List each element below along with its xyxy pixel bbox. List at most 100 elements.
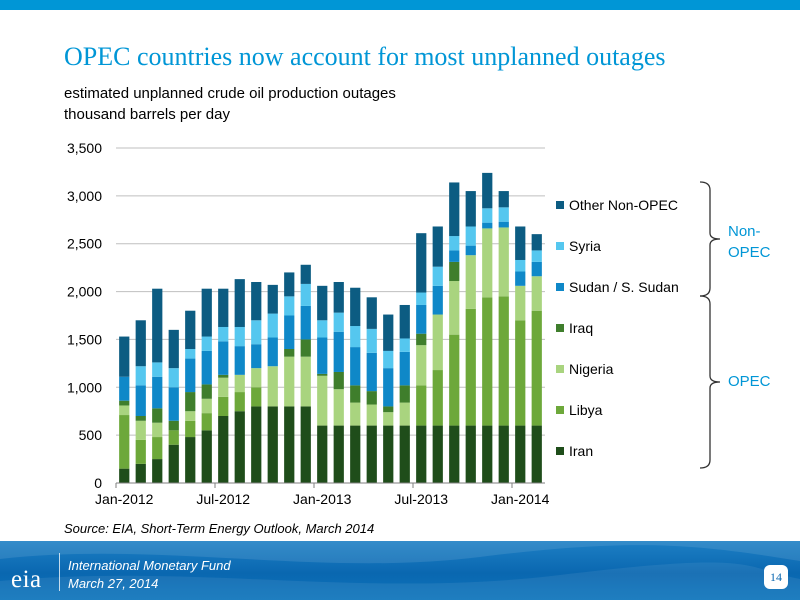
bar-segment-other_non_opec <box>234 279 245 327</box>
bar-segment-sudan <box>168 387 179 421</box>
bar-segment-syria <box>432 266 443 286</box>
bar-segment-libya <box>482 297 493 426</box>
bar-segment-sudan <box>317 337 328 374</box>
bar-segment-nigeria <box>135 420 146 440</box>
bar-segment-other_non_opec <box>284 272 295 297</box>
legend-label: Iraq <box>569 320 593 336</box>
bar-segment-iraq <box>152 408 163 423</box>
bar-segment-other_non_opec <box>482 172 493 209</box>
bar-segment-sudan <box>482 222 493 229</box>
bar-segment-other_non_opec <box>333 282 344 313</box>
x-tick-label: Jul-2013 <box>394 491 448 507</box>
bar-segment-other_non_opec <box>465 191 476 227</box>
bar-segment-iran <box>300 406 311 483</box>
group-bracket <box>699 295 721 469</box>
bar-segment-syria <box>135 366 146 386</box>
bar-segment-syria <box>267 313 278 338</box>
bar-segment-sudan <box>267 337 278 367</box>
bar-segment-other_non_opec <box>135 320 146 367</box>
legend-label: Libya <box>569 402 603 418</box>
bar-segment-other_non_opec <box>531 234 542 251</box>
y-tick-label: 2,000 <box>67 284 102 300</box>
bar-segment-sudan <box>366 352 377 392</box>
legend-label: Other Non-OPEC <box>569 197 678 213</box>
bar-segment-iran <box>135 463 146 483</box>
bar-segment-sudan <box>383 368 394 407</box>
footer-bar: eia International Monetary Fund March 27… <box>0 541 800 600</box>
bar-segment-sudan <box>449 250 460 262</box>
bar-segment-sudan <box>531 261 542 277</box>
bar-segment-syria <box>333 312 344 332</box>
bar-segment-iraq <box>218 374 229 378</box>
bar-segment-iran <box>449 425 460 483</box>
bar-segment-syria <box>284 296 295 316</box>
group-label: OPEC <box>728 373 771 390</box>
legend-label: Sudan / S. Sudan <box>569 279 679 295</box>
bar-segment-other_non_opec <box>152 288 163 363</box>
bar-segment-other_non_opec <box>515 226 526 260</box>
bar-segment-iran <box>234 411 245 483</box>
bar-segment-sudan <box>218 341 229 375</box>
legend-swatch-sudan <box>556 283 564 291</box>
y-tick-label: 500 <box>79 427 103 443</box>
y-tick-label: 1,500 <box>67 331 102 347</box>
bar-segment-other_non_opec <box>399 304 410 339</box>
source-note: Source: EIA, Short-Term Energy Outlook, … <box>64 521 375 536</box>
x-tick-label: Jan-2013 <box>293 491 352 507</box>
bar-segment-syria <box>300 283 311 306</box>
bar-segment-syria <box>366 328 377 353</box>
bar-segment-syria <box>383 350 394 369</box>
bar-segment-syria <box>218 326 229 342</box>
bar-segment-syria <box>449 236 460 251</box>
bar-segment-sudan <box>251 344 262 369</box>
bar-segment-libya <box>498 296 509 426</box>
stacked-bar-chart: 0 500 1,000 1,500 2,000 2,500 3,000 3,500 Jan-20… <box>67 140 771 507</box>
bar-segment-syria <box>416 292 427 305</box>
bar-segment-iran <box>185 437 196 483</box>
bar-segment-iran <box>218 416 229 483</box>
bar-segment-syria <box>399 338 410 352</box>
bar-segment-nigeria <box>333 389 344 426</box>
legend-swatch-other_non_opec <box>556 201 564 209</box>
bar-segment-iraq <box>449 261 460 282</box>
bar-segment-iran <box>416 425 427 483</box>
bar-segment-nigeria <box>482 228 493 298</box>
chart-units: thousand barrels per day <box>64 106 230 123</box>
bar-segment-nigeria <box>531 276 542 311</box>
bar-segment-syria <box>317 320 328 338</box>
bar-segment-iran <box>515 425 526 483</box>
bar-segment-libya <box>465 308 476 426</box>
bar-segment-iraq <box>284 349 295 357</box>
bar-segment-syria <box>168 368 179 388</box>
legend-swatch-nigeria <box>556 365 564 373</box>
bar-segment-iran <box>267 406 278 483</box>
bar-segment-syria <box>251 320 262 345</box>
group-bracket <box>699 181 721 297</box>
bar-segment-sudan <box>300 305 311 340</box>
bar-segment-iran <box>251 406 262 483</box>
bar-segment-other_non_opec <box>300 264 311 284</box>
bar-segment-sudan <box>185 358 196 393</box>
bar-segment-nigeria <box>119 405 130 416</box>
legend-label: Syria <box>569 238 601 254</box>
chart-subtitle: estimated unplanned crude oil production… <box>64 85 396 102</box>
legend-swatch-iran <box>556 447 564 455</box>
bar-segment-other_non_opec <box>168 329 179 369</box>
bar-segment-nigeria <box>399 402 410 426</box>
bar-segment-sudan <box>119 376 130 401</box>
bar-segment-nigeria <box>515 285 526 321</box>
bar-segment-sudan <box>201 350 212 385</box>
bar-segment-other_non_opec <box>498 191 509 208</box>
bar-segment-iraq <box>300 339 311 357</box>
bar-segment-other_non_opec <box>218 288 229 327</box>
legend-label: Nigeria <box>569 361 614 377</box>
bar-segment-iraq <box>383 406 394 413</box>
bar-segment-iran <box>399 425 410 483</box>
bar-segment-libya <box>449 334 460 426</box>
bar-segment-iran <box>168 444 179 483</box>
bar-segment-other_non_opec <box>201 288 212 337</box>
bar-segment-libya <box>135 439 146 464</box>
bar-segment-nigeria <box>383 412 394 426</box>
y-tick-label: 3,000 <box>67 188 102 204</box>
bar-segment-other_non_opec <box>267 284 278 314</box>
